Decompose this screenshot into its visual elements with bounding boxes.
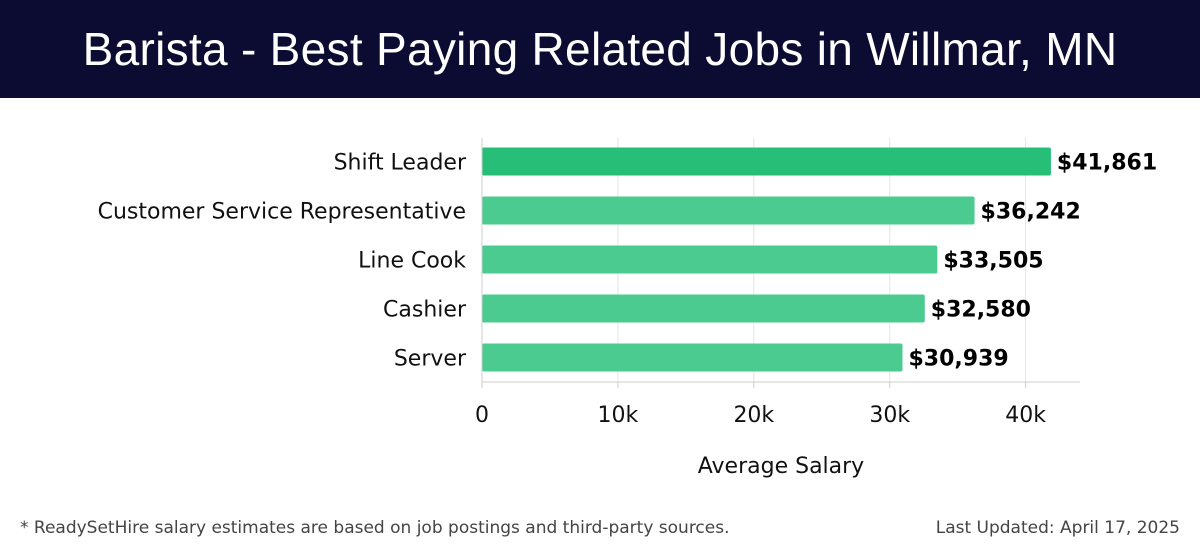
- footer-disclaimer: * ReadySetHire salary estimates are base…: [20, 518, 730, 538]
- bar: [482, 343, 903, 372]
- category-label: Line Cook: [358, 249, 466, 274]
- bar: [482, 245, 938, 274]
- x-tick-label: 30k: [869, 403, 910, 428]
- category-label: Server: [394, 347, 467, 372]
- page-title: Barista - Best Paying Related Jobs in Wi…: [82, 23, 1118, 75]
- value-label: $36,242: [981, 200, 1081, 225]
- x-tick-label: 20k: [733, 403, 774, 428]
- x-axis: 0 10k 20k 30k 40k Average Salary: [475, 138, 1080, 479]
- x-tick-label: 40k: [1005, 403, 1046, 428]
- value-label: $30,939: [908, 347, 1008, 372]
- x-tick-label: 10k: [598, 403, 639, 428]
- category-label: Customer Service Representative: [98, 200, 466, 225]
- header-banner: Barista - Best Paying Related Jobs in Wi…: [0, 0, 1200, 98]
- x-axis-title: Average Salary: [698, 454, 864, 479]
- last-updated: Last Updated: April 17, 2025: [935, 518, 1180, 538]
- salary-bar-chart: Shift Leader $41,861 Customer Service Repr…: [98, 138, 1158, 479]
- bar: [482, 196, 975, 225]
- bar: [482, 294, 925, 323]
- category-label: Shift Leader: [334, 151, 467, 176]
- x-tick-label: 0: [475, 403, 489, 428]
- bar: [482, 147, 1051, 176]
- labels-layer: Shift Leader $41,861 Customer Service Repr…: [98, 151, 1158, 372]
- bars-layer: [482, 147, 1051, 372]
- value-label: $41,861: [1057, 151, 1157, 176]
- value-label: $32,580: [931, 298, 1031, 323]
- value-label: $33,505: [943, 249, 1043, 274]
- category-label: Cashier: [383, 298, 467, 323]
